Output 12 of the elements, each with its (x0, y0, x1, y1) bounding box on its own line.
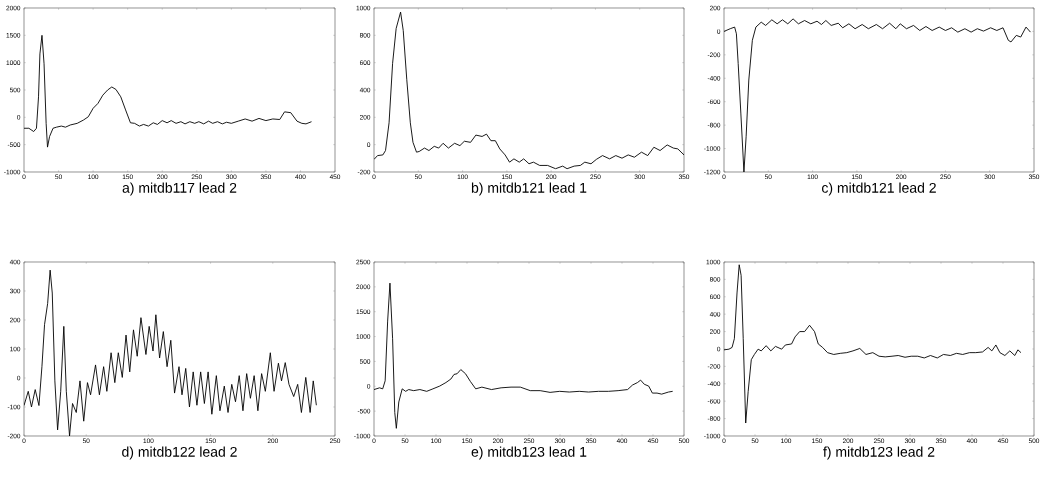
text: e) mitdb123 lead 1 (471, 446, 587, 460)
text: f) mitdb123 lead 2 (823, 446, 935, 460)
line-series (724, 18, 1031, 172)
text: a) mitdb117 lead 2 (122, 182, 237, 196)
line-series (374, 282, 674, 429)
text: b) mitdb121 lead 1 (471, 182, 587, 196)
line-series (24, 34, 312, 148)
text: d) mitdb122 lead 2 (122, 446, 237, 460)
line-series (374, 11, 685, 170)
line-series (724, 264, 1022, 424)
line-series (24, 269, 317, 436)
text: c) mitdb121 lead 2 (822, 182, 936, 196)
